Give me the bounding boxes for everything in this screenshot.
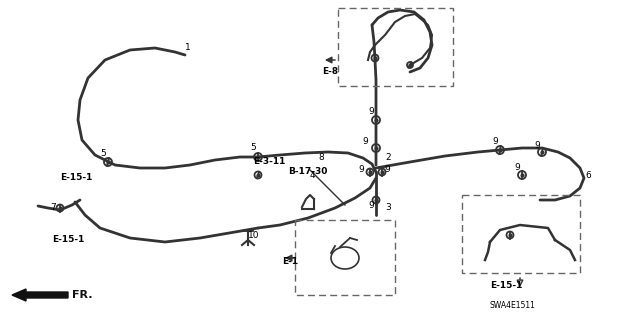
Text: 7: 7	[50, 204, 56, 212]
Text: 9: 9	[368, 201, 374, 210]
Bar	[338, 8, 453, 86]
Text: 6: 6	[585, 170, 591, 180]
Text: 9: 9	[368, 108, 374, 116]
Text: E-15-1: E-15-1	[60, 174, 92, 182]
Text: 9: 9	[514, 164, 520, 173]
Text: E-1: E-1	[282, 257, 298, 266]
Text: E-8: E-8	[322, 68, 338, 77]
FancyArrow shape	[12, 289, 68, 301]
Text: 9: 9	[384, 166, 390, 174]
Text: 3: 3	[385, 204, 391, 212]
Bar	[295, 220, 395, 295]
Text: 10: 10	[248, 231, 259, 240]
Text: 9: 9	[534, 140, 540, 150]
Text: 4: 4	[310, 170, 316, 180]
Text: 5: 5	[100, 149, 106, 158]
Text: 9: 9	[362, 137, 368, 146]
Text: 5: 5	[250, 144, 256, 152]
Text: 9: 9	[492, 137, 498, 146]
Text: E-3-11: E-3-11	[253, 158, 285, 167]
Bar	[462, 195, 580, 273]
Text: 9: 9	[358, 166, 364, 174]
Text: 2: 2	[385, 153, 390, 162]
Text: 1: 1	[185, 42, 191, 51]
Text: E-15-1: E-15-1	[490, 280, 522, 290]
Text: FR.: FR.	[72, 290, 93, 300]
Text: 8: 8	[318, 153, 324, 162]
Text: B-17-30: B-17-30	[288, 167, 328, 176]
Text: SWA4E1511: SWA4E1511	[490, 300, 536, 309]
Text: E-15-1: E-15-1	[52, 235, 84, 244]
